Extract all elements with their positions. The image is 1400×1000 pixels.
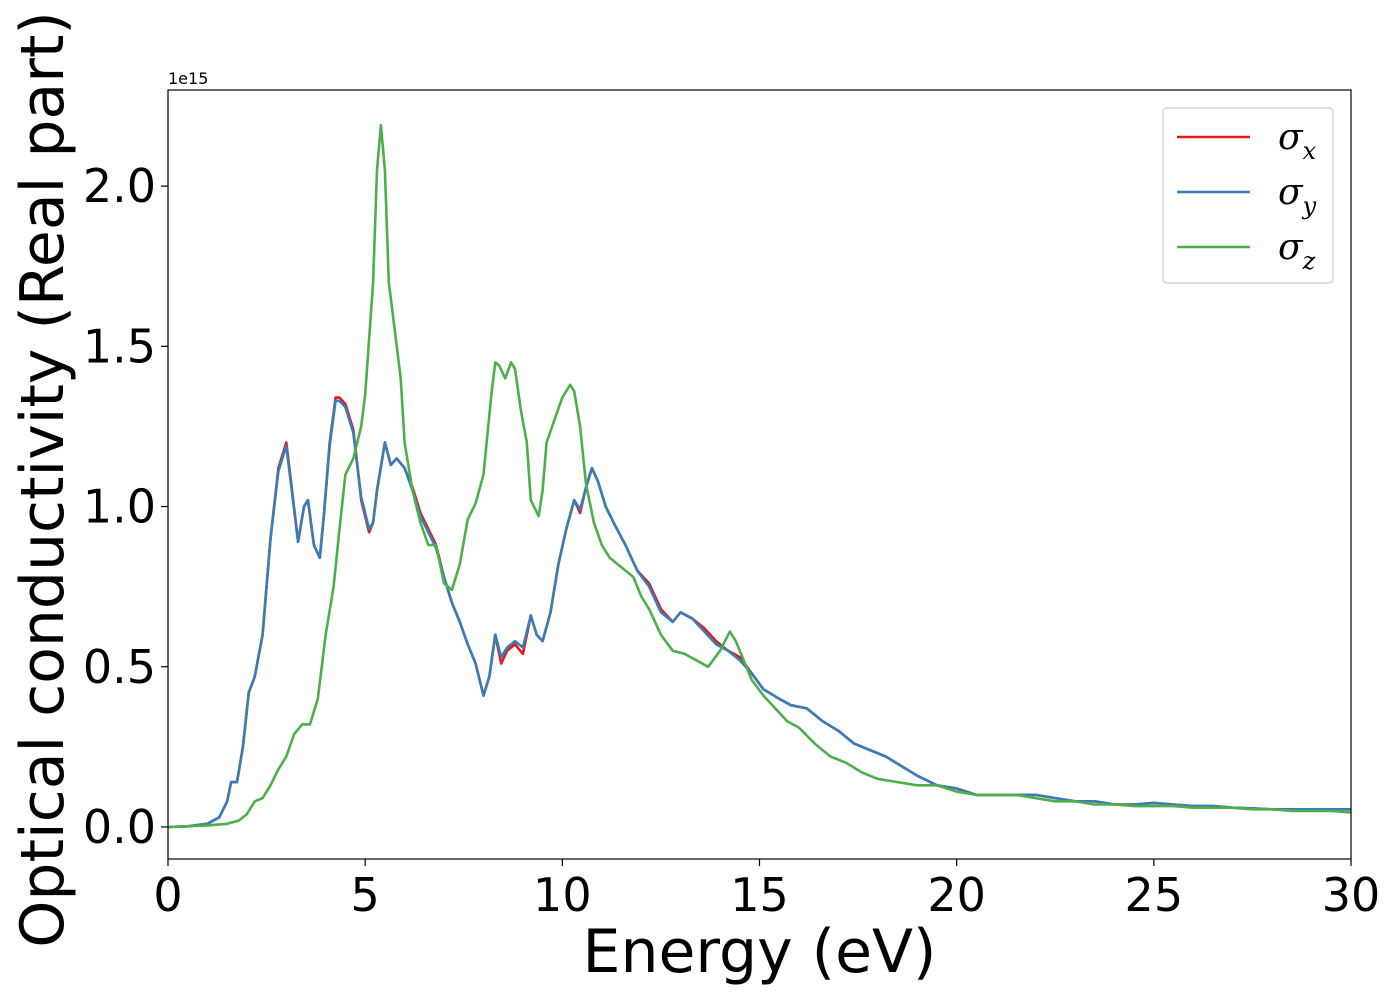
- x-tick-label: 25: [1125, 868, 1184, 922]
- legend-label-x: σx: [1278, 117, 1317, 165]
- legend-subscript: z: [1302, 247, 1316, 275]
- y-offset-label: 1e15: [168, 69, 208, 88]
- x-axis-label: Energy (eV): [583, 917, 937, 987]
- y-tick-label: 0.0: [83, 800, 156, 854]
- series-line-z: [168, 123, 1351, 829]
- x-tick-label: 0: [153, 868, 182, 922]
- x-tick-label: 30: [1322, 868, 1381, 922]
- legend-symbol: σ: [1278, 117, 1304, 158]
- legend-label-y: σy: [1278, 172, 1317, 220]
- plot-area: [168, 123, 1351, 829]
- y-tick-label: 1.0: [83, 480, 156, 534]
- y-tick-label: 1.5: [83, 319, 156, 373]
- legend-label-z: σz: [1278, 227, 1316, 275]
- x-tick-label: 10: [533, 868, 592, 922]
- x-tick-label: 20: [927, 868, 986, 922]
- y-axis-label: Optical conductivity (Real part): [8, 11, 78, 948]
- legend-box: [1162, 107, 1334, 284]
- y-axis: 0.0 0.5 1.0 1.5 2.0: [83, 159, 168, 854]
- legend-subscript: y: [1302, 192, 1317, 220]
- y-tick-label: 0.5: [83, 640, 156, 694]
- plot-frame: [167, 89, 1352, 860]
- legend-subscript: x: [1303, 137, 1317, 165]
- legend-symbol: σ: [1278, 172, 1304, 213]
- series-line-x: [168, 396, 1351, 829]
- x-axis: 0 5 10 15 20 25 30: [153, 859, 1380, 922]
- x-tick-label: 15: [730, 868, 789, 922]
- y-tick-label: 2.0: [83, 159, 156, 213]
- legend-symbol: σ: [1278, 227, 1304, 268]
- x-tick-label: 5: [351, 868, 380, 922]
- series-line-y: [168, 399, 1351, 829]
